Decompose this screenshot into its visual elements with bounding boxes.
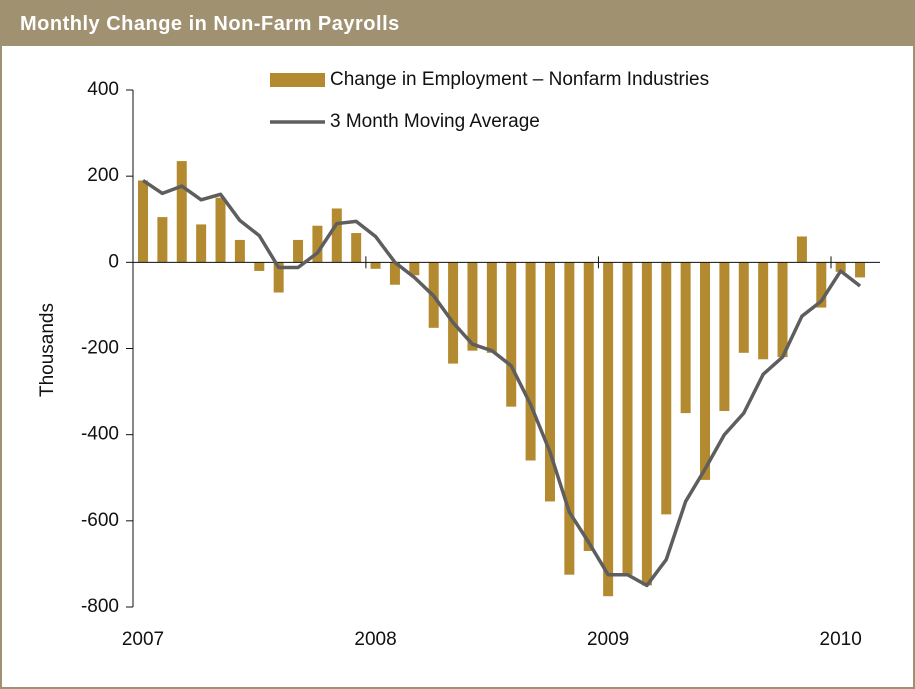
bar xyxy=(409,262,420,276)
bar xyxy=(138,180,148,263)
x-tick-label: 2009 xyxy=(587,629,629,650)
bar xyxy=(700,262,711,480)
x-tick-label: 2007 xyxy=(122,629,164,650)
bar xyxy=(525,262,536,461)
y-tick-label: -400 xyxy=(81,424,119,445)
bar xyxy=(486,262,497,353)
bar xyxy=(719,262,730,411)
x-tick-label: 2010 xyxy=(820,629,862,650)
bar xyxy=(370,262,381,269)
y-tick-label: 0 xyxy=(108,251,119,272)
bar xyxy=(254,262,265,271)
y-tick-label: 400 xyxy=(87,79,119,100)
bar xyxy=(816,262,827,308)
bar xyxy=(796,236,807,263)
bar xyxy=(738,262,749,353)
legend-label: 3 Month Moving Average xyxy=(330,111,540,132)
bar xyxy=(351,233,362,263)
y-tick-label: -800 xyxy=(81,596,119,617)
moving-average-line xyxy=(142,179,862,588)
bar xyxy=(777,262,788,358)
y-tick-label: 200 xyxy=(87,165,119,186)
y-tick-label: -200 xyxy=(81,338,119,359)
bar xyxy=(583,262,594,551)
legend-label: Change in Employment – Nonfarm Industrie… xyxy=(330,69,709,90)
bar xyxy=(467,262,478,351)
bar xyxy=(176,161,187,263)
bar xyxy=(661,262,672,515)
bar xyxy=(196,224,207,263)
bar xyxy=(564,262,575,575)
bar xyxy=(293,239,304,263)
bar xyxy=(641,262,652,586)
bar xyxy=(603,262,614,597)
bar xyxy=(758,262,769,360)
legend-swatch xyxy=(270,73,325,87)
bar xyxy=(331,208,342,263)
chart-title: Monthly Change in Non-Farm Payrolls xyxy=(2,2,913,46)
bar xyxy=(835,262,846,272)
bar xyxy=(215,197,226,263)
bar xyxy=(680,262,691,414)
bar xyxy=(544,262,555,502)
bar xyxy=(448,262,459,364)
y-axis-label: Thousands xyxy=(37,303,58,397)
bar xyxy=(622,262,633,575)
bar xyxy=(855,262,866,278)
x-tick-label: 2008 xyxy=(354,629,396,650)
y-tick-label: -600 xyxy=(81,510,119,531)
bar xyxy=(234,239,245,263)
bar xyxy=(273,262,284,293)
bar xyxy=(389,262,400,285)
bar xyxy=(157,217,168,263)
bar xyxy=(312,225,323,263)
bar xyxy=(506,262,517,407)
